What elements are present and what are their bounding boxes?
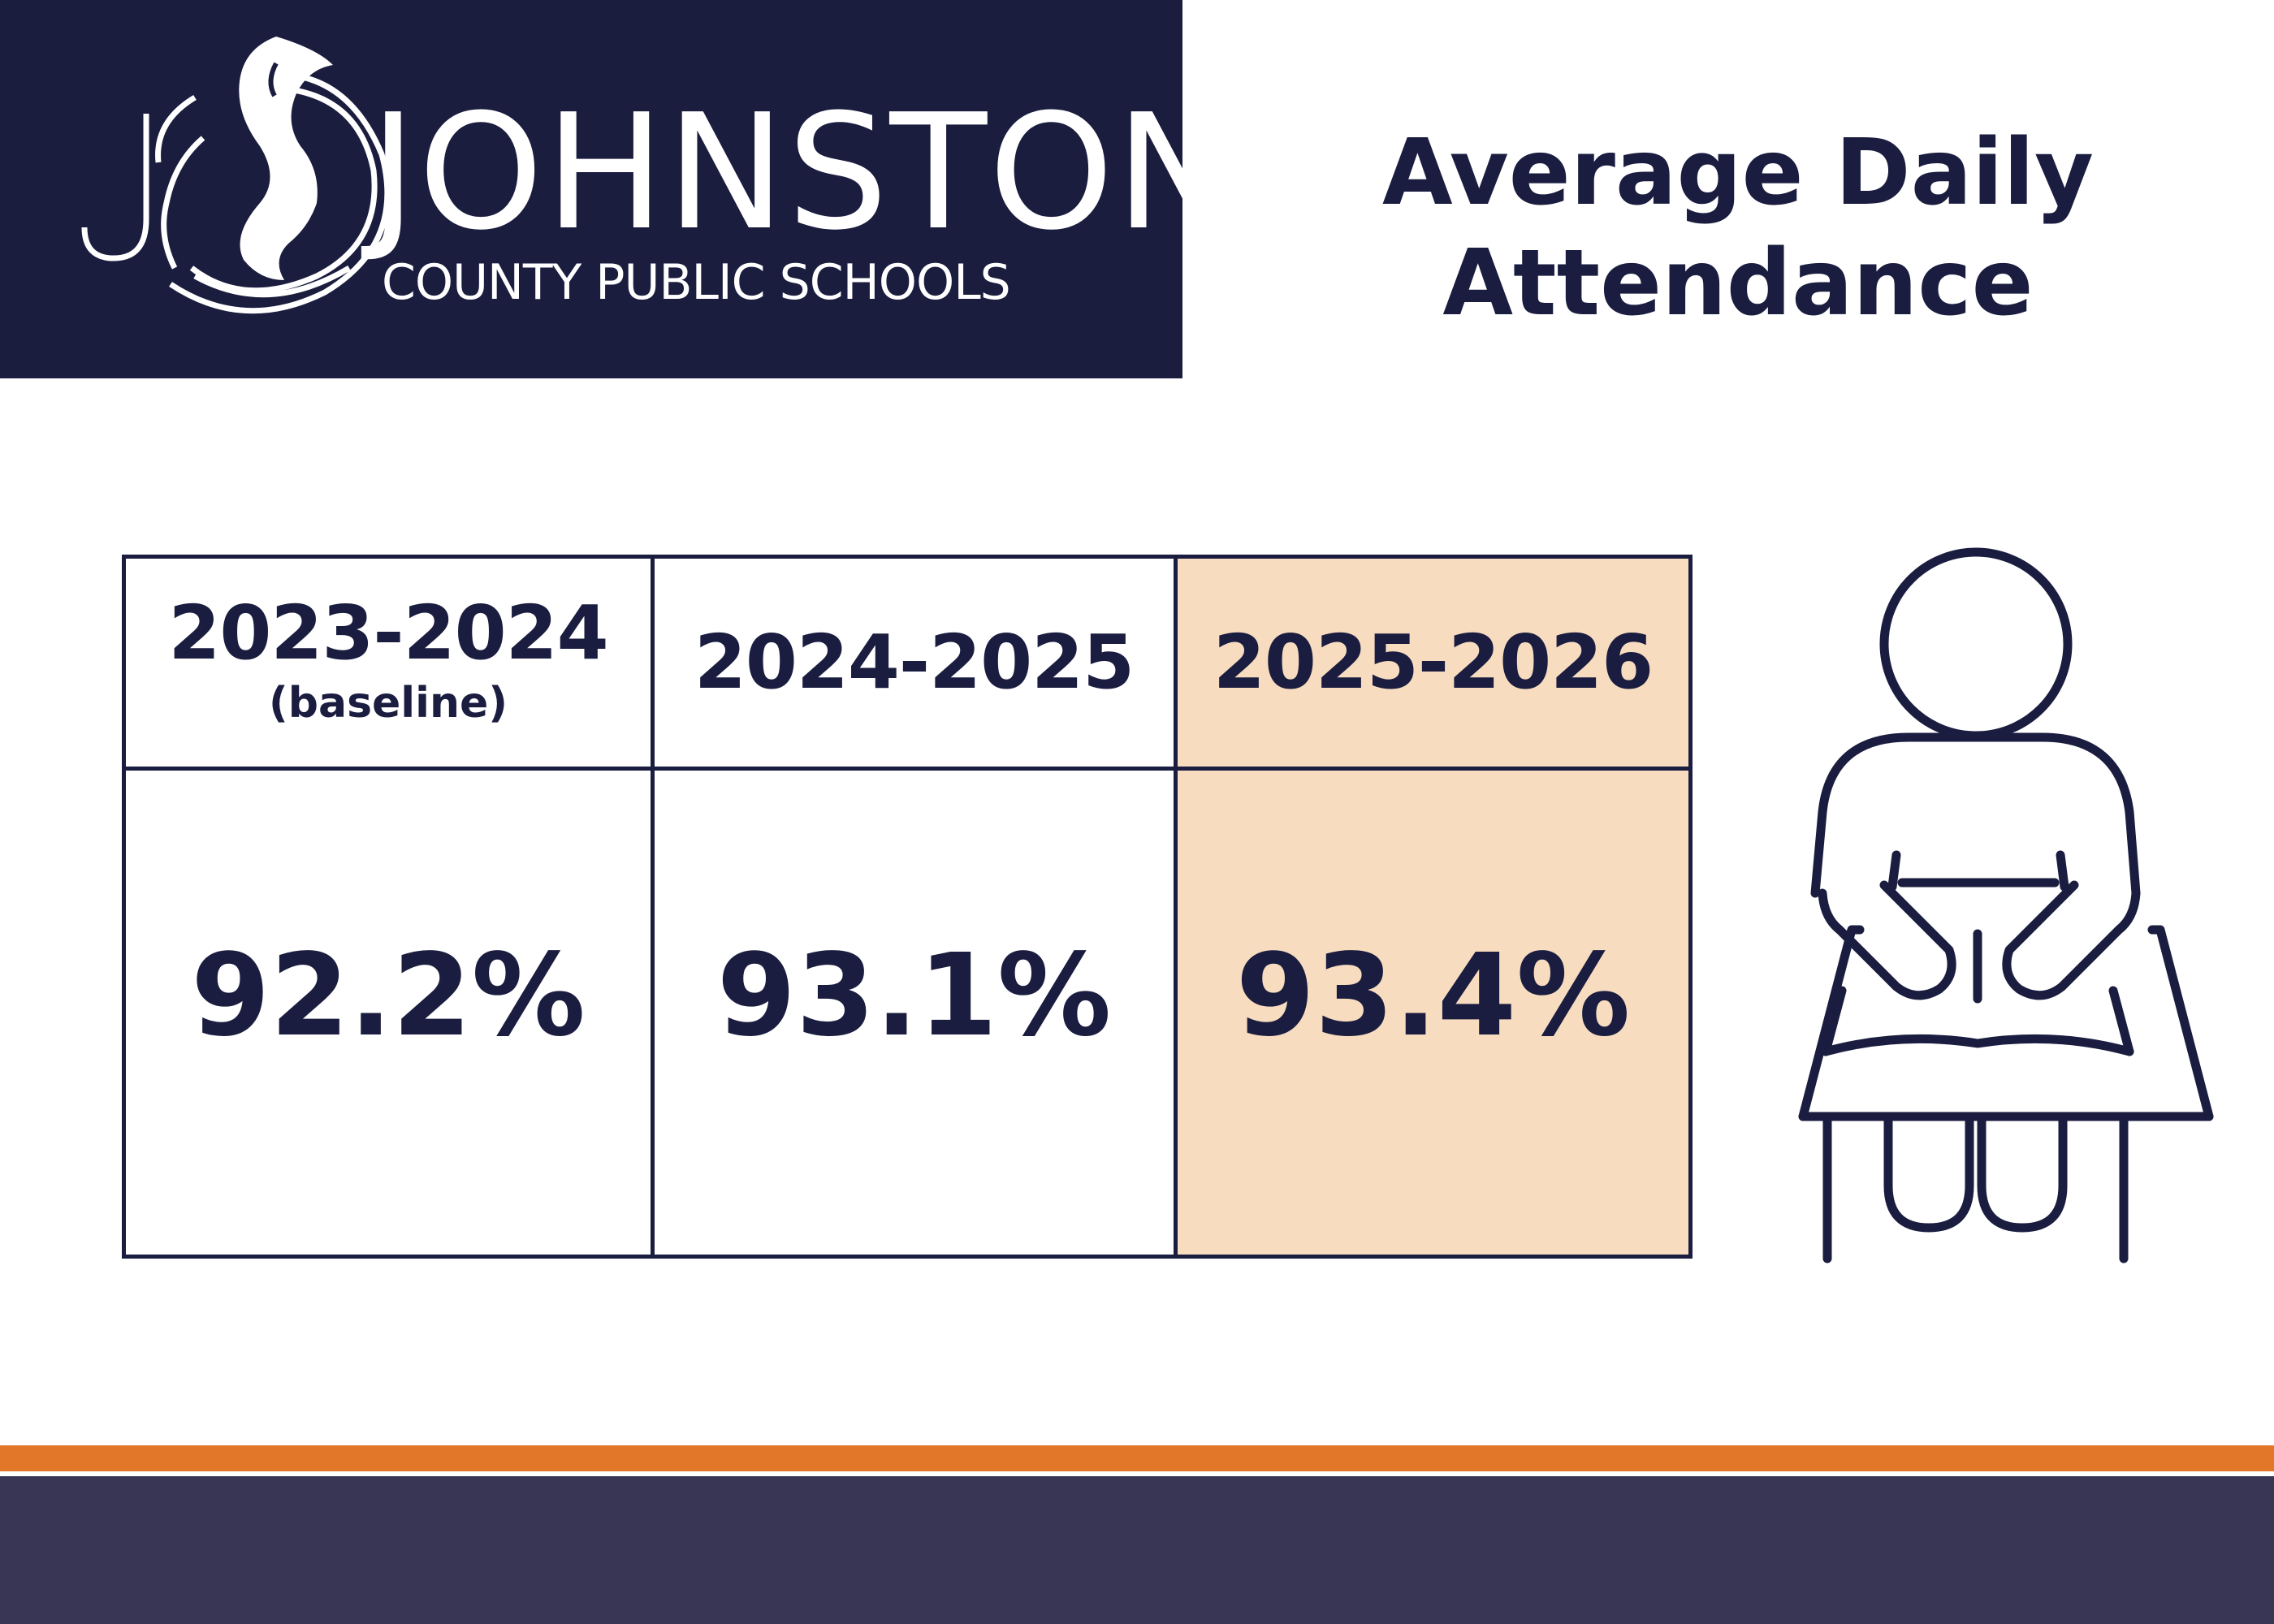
baseline-note: (baseline) bbox=[269, 679, 508, 728]
year-label: 2024-2025 bbox=[694, 619, 1135, 706]
flame-swirl-logo-icon bbox=[81, 37, 391, 314]
year-label: 2025-2026 bbox=[1213, 619, 1654, 706]
year-label: 2023-2024 bbox=[168, 590, 608, 676]
student-at-desk-reading-icon bbox=[1798, 547, 2214, 1263]
attendance-table: 2023-2024 (baseline) 2024-2025 2025-2026… bbox=[122, 555, 1693, 1259]
brand-wordmark: JOHNSTON bbox=[370, 80, 1237, 266]
table-value-cell: 93.4% bbox=[1178, 771, 1688, 1255]
attendance-value: 92.2% bbox=[191, 930, 586, 1062]
table-value-cell: 93.1% bbox=[655, 771, 1178, 1255]
attendance-value: 93.4% bbox=[1235, 930, 1631, 1062]
brand-header: JOHNSTON COUNTY PUBLIC SCHOOLS bbox=[0, 0, 1234, 378]
table-header-cell: 2025-2026 bbox=[1178, 559, 1688, 771]
attendance-value: 93.1% bbox=[716, 930, 1112, 1062]
brand-subtitle: COUNTY PUBLIC SCHOOLS bbox=[382, 254, 1011, 311]
page-title: Average Daily Attendance bbox=[1382, 120, 2094, 336]
table-header-cell: 2023-2024 (baseline) bbox=[126, 559, 655, 771]
table-value-cell: 92.2% bbox=[126, 771, 655, 1255]
footer-bar bbox=[0, 1476, 2274, 1624]
table-header-cell: 2024-2025 bbox=[655, 559, 1178, 771]
footer-accent-stripe bbox=[0, 1445, 2274, 1471]
